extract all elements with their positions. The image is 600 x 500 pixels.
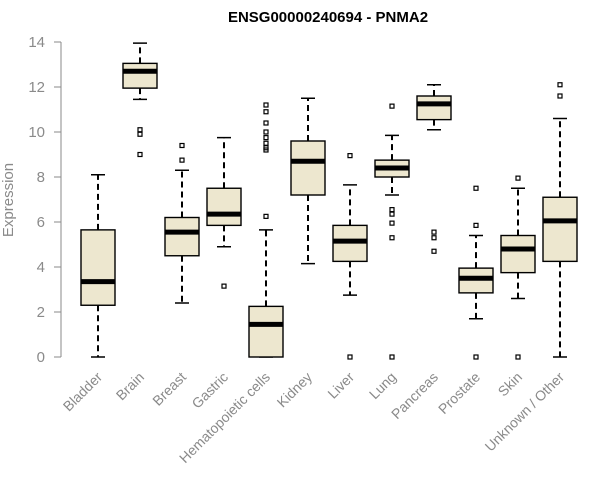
outlier-point xyxy=(179,142,185,149)
box-iqr xyxy=(416,95,452,121)
x-tick-label: Unknown / Other xyxy=(482,369,568,455)
box-group xyxy=(542,82,578,358)
box-group xyxy=(290,97,326,265)
x-tick-label: Skin xyxy=(495,369,526,400)
box-group xyxy=(332,153,368,360)
outlier-point xyxy=(389,354,395,360)
x-tick-label: Bladder xyxy=(60,369,106,415)
outlier-point xyxy=(179,157,185,163)
outlier-point xyxy=(557,82,563,88)
outlier-point xyxy=(557,93,563,99)
box-group xyxy=(206,136,242,289)
outlier-point xyxy=(263,120,269,126)
outlier-point xyxy=(473,185,479,191)
outlier-point xyxy=(263,109,269,115)
outlier-point xyxy=(473,354,479,360)
box-iqr xyxy=(206,187,242,227)
y-tick-label: 6 xyxy=(37,214,45,231)
chart-title: ENSG00000240694 - PNMA2 xyxy=(228,9,428,26)
outlier-point xyxy=(263,213,269,219)
outlier-point xyxy=(515,354,521,360)
outlier-point xyxy=(431,248,437,254)
outlier-point xyxy=(137,131,143,137)
box-iqr xyxy=(542,196,578,263)
x-tick-label: Prostate xyxy=(435,369,483,417)
outlier-point xyxy=(431,229,437,235)
x-tick-label: Brain xyxy=(113,369,147,403)
outlier-point xyxy=(137,127,143,133)
outlier-point xyxy=(347,354,353,360)
y-axis-label: Expression xyxy=(0,163,17,237)
outlier-point xyxy=(263,102,269,108)
x-tick-label: Kidney xyxy=(274,369,316,411)
box-iqr xyxy=(164,216,200,257)
y-tick-label: 14 xyxy=(28,34,45,51)
y-ticks: 0 2 4 6 8 10 12 14 xyxy=(28,34,61,366)
y-tick-label: 2 xyxy=(37,304,45,321)
box-group xyxy=(80,174,116,358)
y-tick-label: 4 xyxy=(37,259,45,276)
outlier-point xyxy=(263,140,269,146)
x-tick-label: Pancreas xyxy=(388,369,441,422)
y-tick-label: 8 xyxy=(37,169,45,186)
box-group xyxy=(458,185,494,360)
box-iqr xyxy=(248,305,284,358)
x-tick-label: Breast xyxy=(149,369,189,409)
box-group xyxy=(416,84,452,254)
box-group xyxy=(500,175,536,360)
x-tick-label: Lung xyxy=(366,369,399,402)
outlier-point xyxy=(389,211,395,217)
outlier-point xyxy=(347,153,353,159)
outlier-point xyxy=(137,151,143,158)
box-group xyxy=(248,102,284,358)
box-iqr xyxy=(500,234,536,274)
outlier-point xyxy=(263,147,269,153)
outlier-point xyxy=(389,103,395,109)
outlier-point xyxy=(389,220,395,226)
outlier-point xyxy=(431,235,437,241)
outlier-point xyxy=(389,207,395,213)
y-tick-label: 10 xyxy=(28,124,45,141)
y-tick-label: 0 xyxy=(37,349,45,366)
outlier-point xyxy=(263,135,269,141)
outlier-point xyxy=(389,235,395,241)
boxes xyxy=(80,42,578,360)
outlier-point xyxy=(515,175,521,181)
box-group xyxy=(374,103,410,360)
outlier-point xyxy=(263,129,269,135)
outlier-point xyxy=(473,222,479,228)
box-iqr xyxy=(122,62,158,89)
box-iqr xyxy=(80,229,116,306)
x-tick-label: Liver xyxy=(324,369,357,402)
box-iqr xyxy=(290,140,326,196)
box-group xyxy=(164,142,200,304)
y-tick-label: 12 xyxy=(28,79,45,96)
box-group xyxy=(122,42,158,158)
outlier-point xyxy=(221,283,227,289)
